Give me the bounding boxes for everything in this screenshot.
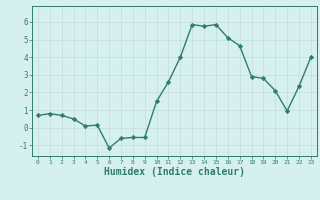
X-axis label: Humidex (Indice chaleur): Humidex (Indice chaleur) [104, 167, 245, 177]
